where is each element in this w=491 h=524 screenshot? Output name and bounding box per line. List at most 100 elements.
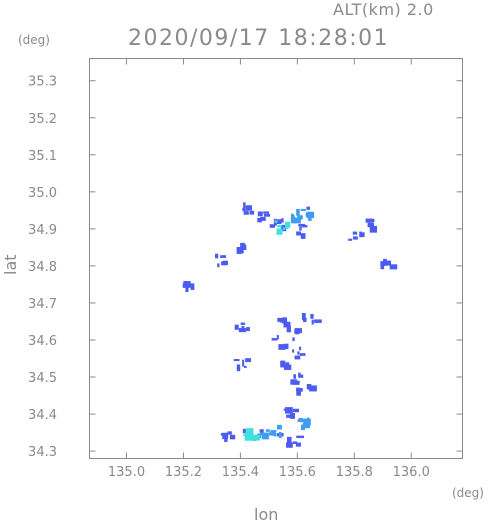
echo-pixel: [292, 337, 295, 342]
echo-cell: [236, 242, 247, 254]
echo-pixel: [296, 390, 301, 396]
x-tick-label: 135.8: [336, 465, 373, 480]
echo-pixel: [305, 212, 309, 217]
echo-pixel: [222, 260, 228, 265]
y-tick-label: 34.5: [28, 371, 57, 386]
x-unit-label: (deg): [452, 486, 484, 500]
echo-cell: [242, 428, 261, 442]
echo-pixel: [285, 221, 291, 228]
echo-cell: [277, 317, 291, 333]
echo-pixel: [298, 417, 304, 423]
echo-pixel: [283, 343, 289, 350]
echo-pixel: [274, 220, 278, 223]
echo-pixel: [380, 261, 386, 266]
echo-pixel: [294, 355, 301, 360]
echo-pixel: [286, 325, 291, 333]
echo-pixel: [271, 338, 278, 341]
echo-pixel: [299, 353, 306, 356]
echo-pixel: [309, 385, 317, 392]
echo-pixel: [299, 226, 302, 231]
y-tick-label: 35.0: [28, 186, 57, 201]
echo-cell: [280, 360, 292, 370]
echo-cell: [257, 211, 271, 223]
echo-cell: [380, 258, 398, 270]
echo-pixel: [254, 434, 261, 441]
echo-cell: [274, 220, 291, 235]
echo-pixel: [298, 374, 304, 378]
echo-pixel: [298, 346, 302, 351]
echo-cell: [296, 223, 308, 239]
x-tick-label: 136.0: [393, 465, 430, 480]
echo-cell: [365, 218, 378, 233]
echo-pixel: [301, 224, 308, 228]
echo-pixel: [372, 226, 376, 232]
echo-pixel: [311, 319, 314, 325]
y-tick-label: 35.2: [28, 112, 57, 127]
echo-cell: [292, 328, 302, 342]
echo-cell: [271, 335, 289, 350]
echo-pixel: [287, 436, 292, 444]
y-tick-label: 35.3: [28, 75, 57, 90]
echo-pixel: [273, 432, 277, 437]
echo-pixel: [365, 218, 373, 223]
echo-pixel: [263, 211, 270, 214]
echo-pixel: [296, 435, 305, 439]
echo-pixel: [236, 364, 241, 372]
echo-pixel: [220, 255, 227, 258]
echo-pixel: [296, 388, 303, 392]
echo-pixel: [286, 414, 291, 418]
echo-pixel: [242, 207, 246, 212]
echo-cell: [301, 312, 322, 325]
echo-cell: [292, 346, 306, 360]
echo-pixel: [269, 432, 276, 435]
echo-cell: [220, 431, 236, 443]
echo-pixel: [236, 246, 242, 254]
echo-pixel: [283, 227, 286, 230]
echo-pixel: [301, 312, 306, 320]
echo-pixel: [190, 283, 195, 290]
echo-pixel: [233, 359, 240, 362]
echo-pixel: [276, 228, 283, 235]
echo-pixel: [277, 424, 282, 430]
echo-pixel: [245, 205, 253, 211]
echo-pixel: [277, 225, 283, 228]
echo-pixel: [265, 429, 270, 432]
echo-pixel: [241, 244, 246, 247]
echo-pixel: [310, 313, 314, 319]
echo-pixel: [217, 263, 220, 268]
echo-cell: [234, 322, 250, 333]
echo-pixel: [222, 432, 229, 440]
echo-pixel: [270, 430, 277, 433]
y-tick-label: 34.4: [28, 408, 57, 423]
echo-pixel: [292, 441, 298, 444]
y-tick-label: 35.1: [28, 149, 57, 164]
echo-pixel: [246, 327, 250, 332]
echo-pixel: [260, 432, 263, 436]
echo-pixel: [257, 217, 262, 223]
echo-pixel: [306, 383, 312, 390]
echo-pixel: [245, 358, 251, 363]
plot-frame: [89, 58, 463, 459]
echo-pixel: [348, 238, 353, 241]
echo-pixel: [296, 231, 302, 236]
echo-pixel: [276, 219, 282, 225]
echo-cell: [296, 206, 315, 221]
timestamp-title: 2020/09/17 18:28:01: [128, 26, 390, 51]
echo-pixel: [383, 260, 392, 266]
x-tick-label: 135.6: [279, 465, 316, 480]
echo-pixel: [352, 236, 358, 240]
echo-pixel: [295, 442, 301, 447]
y-tick-label: 34.8: [28, 260, 57, 275]
echo-pixel: [297, 351, 300, 355]
echo-cell: [233, 358, 251, 372]
echo-pixel: [185, 286, 189, 293]
echo-cell: [269, 424, 284, 439]
echo-pixel: [246, 434, 254, 441]
echo-pixel: [359, 231, 362, 238]
echo-pixel: [298, 372, 301, 377]
echo-cell: [283, 407, 300, 419]
echo-cell: [348, 231, 365, 241]
altitude-label: ALT(km) 2.0: [333, 0, 434, 19]
axis-ticks: 135.0 135.2 135.4 135.6 135.8 136.0 34.3 34.4 34…: [28, 58, 463, 480]
echo-pixel: [294, 328, 300, 334]
